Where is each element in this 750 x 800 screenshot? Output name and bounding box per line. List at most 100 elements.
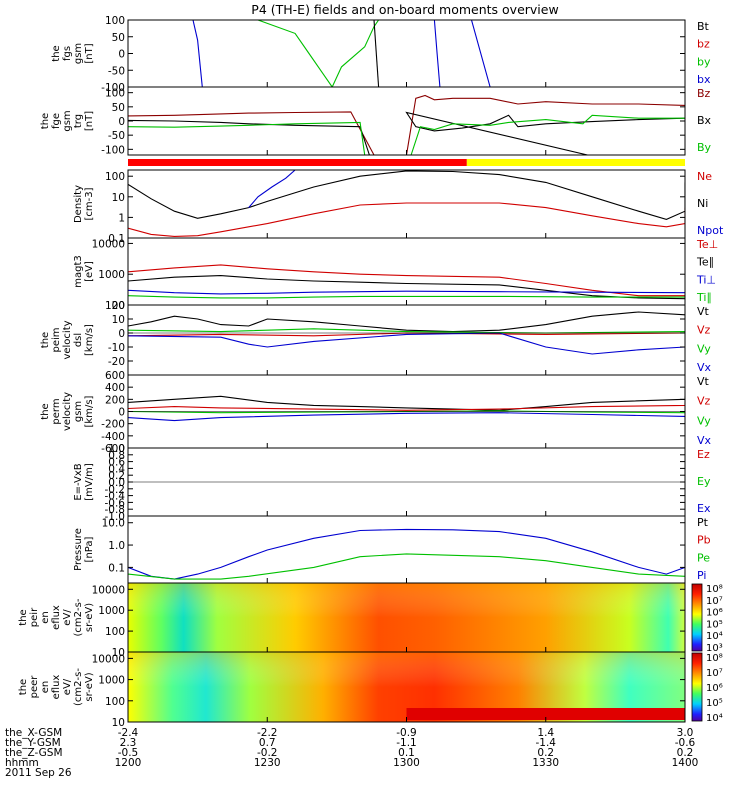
colorbar-tick-label: 10⁴: [706, 713, 723, 724]
y-tick-label: 0.6: [108, 457, 125, 469]
series-line-fgetrg-2: [128, 114, 685, 155]
series-line-fgs-3: [433, 20, 441, 87]
y-tick-label: 0: [118, 407, 125, 419]
series-line-peimvel-3: [128, 332, 685, 355]
series-line-temp-0: [128, 264, 685, 297]
y-tick-label: -600: [101, 443, 125, 455]
xaxis-row-value: 1230: [254, 757, 281, 769]
y-axis-label: (cm2-s-: [73, 668, 84, 706]
series-line-fgetrg-0: [128, 94, 685, 155]
y-axis-label: dsl: [73, 333, 84, 347]
panel-fgetrg: 100 50 0 -50 -100 the fge gsm trg [nT] Bz Bx By: [40, 86, 712, 156]
xaxis-date: 2011 Sep 26: [5, 767, 72, 779]
y-axis-label: [km/s]: [84, 395, 95, 427]
xaxis-row-label: the_X-GSM: [5, 727, 62, 739]
y-axis-label: the: [40, 403, 51, 419]
series-line-temp-2: [128, 289, 685, 295]
y-tick-label: 20: [112, 300, 125, 312]
legend-item: Vz: [697, 395, 711, 408]
legend-item: Bz: [697, 87, 711, 100]
xaxis-row-value: 0.7: [259, 737, 276, 749]
y-axis-label: eflux: [51, 605, 62, 630]
y-tick-label: 50: [112, 32, 125, 44]
y-tick-label: -0.4: [105, 491, 126, 503]
colorbar-tick-label: 10⁴: [706, 631, 723, 642]
panel-efield: 1.00.80.60.40.20.0-0.2-0.4-0.6-0.8-1.0 E=…: [73, 443, 711, 523]
y-axis-label: [eV]: [84, 261, 95, 282]
y-tick-label: 600: [105, 370, 125, 382]
xaxis-row-value: 1300: [393, 757, 420, 769]
legend-item: by: [697, 55, 711, 68]
y-tick-label: 10: [112, 192, 125, 204]
y-axis-label: [nPa]: [84, 536, 95, 562]
series-line-density-1: [128, 202, 685, 237]
y-tick-label: 1.0: [108, 540, 125, 552]
xaxis-row-value: -0.9: [396, 727, 417, 739]
y-tick-label: 1000: [98, 605, 125, 617]
y-axis-label: peim: [51, 327, 62, 352]
series-line-peirvel-1: [128, 402, 685, 411]
y-axis-label: [nT]: [84, 111, 95, 131]
y-tick-label: -100: [101, 82, 125, 94]
legend-item: Vx: [697, 361, 712, 374]
series-line-fgs-4: [470, 20, 491, 87]
y-axis-label: eflux: [51, 675, 62, 700]
legend-item: Pt: [697, 516, 709, 529]
series-line-peimvel-2: [128, 328, 685, 334]
y-axis-label: peer: [29, 675, 40, 699]
xaxis-row-value: 2.3: [120, 737, 137, 749]
y-tick-label: 10: [112, 314, 125, 326]
legend-item: Ti∥: [696, 291, 712, 304]
legend-item: Ez: [697, 448, 710, 461]
y-tick-label: -0.2: [105, 484, 126, 496]
colorbar-tick-label: 10⁷: [706, 596, 723, 607]
y-tick-label: 100: [105, 696, 125, 708]
series-line-peirvel-0: [128, 395, 685, 411]
series-line-density-0: [128, 170, 685, 220]
series-line-fgetrg-1: [128, 111, 685, 155]
y-axis-label: en: [40, 681, 51, 694]
legend-item: By: [697, 141, 712, 154]
series-line-fgs-2: [192, 20, 203, 87]
y-tick-label: 0.1: [108, 562, 125, 574]
y-axis-label: fgs: [62, 46, 73, 61]
y-tick-label: 50: [112, 102, 125, 114]
y-tick-label: 1000: [98, 269, 125, 281]
xaxis-row-label: the_Z-GSM: [5, 747, 63, 759]
y-axis-label: the: [40, 113, 51, 129]
colorbar: [691, 583, 703, 652]
xaxis-row-value: 1330: [532, 757, 559, 769]
y-tick-label: -10: [108, 342, 125, 354]
y-axis-label: gsm: [73, 43, 84, 64]
y-axis-label: peir: [29, 607, 40, 627]
legend-item: Pb: [697, 534, 711, 547]
xaxis-row-label: hhmm: [5, 757, 39, 769]
xaxis-row-value: 1400: [672, 757, 699, 769]
legend-item: Bt: [697, 20, 710, 33]
y-axis-label: E=-VxB: [73, 463, 84, 500]
colorbar-tick-label: 10⁷: [706, 668, 723, 679]
xaxis-row-value: 1.4: [537, 727, 554, 739]
y-tick-label: 10000: [92, 238, 125, 250]
colorbar-tick-label: 10³: [706, 643, 723, 654]
colorbar-tick-label: 10⁸: [706, 584, 723, 595]
y-axis-label: [km/s]: [84, 324, 95, 356]
legend-item: bz: [697, 38, 710, 51]
y-tick-label: 100: [105, 300, 125, 312]
legend-item: Ni: [697, 197, 708, 210]
y-axis-label: eV/: [62, 678, 73, 695]
colorbar-tick-label: 10⁵: [706, 698, 723, 709]
xaxis-row-value: -2.4: [118, 727, 139, 739]
y-tick-label: 1.0: [108, 443, 125, 455]
y-axis-label: sr-eV): [84, 672, 95, 701]
y-axis-label: [mV/m]: [84, 463, 95, 501]
legend-item: Vy: [697, 414, 711, 427]
legend-item: Ne: [697, 170, 712, 183]
y-tick-label: 100: [105, 171, 125, 183]
y-axis-label: gsm: [62, 110, 73, 131]
y-axis-label: the: [51, 45, 62, 61]
panel-frame: [127, 19, 686, 88]
xaxis-row-value: -0.2: [257, 747, 278, 759]
